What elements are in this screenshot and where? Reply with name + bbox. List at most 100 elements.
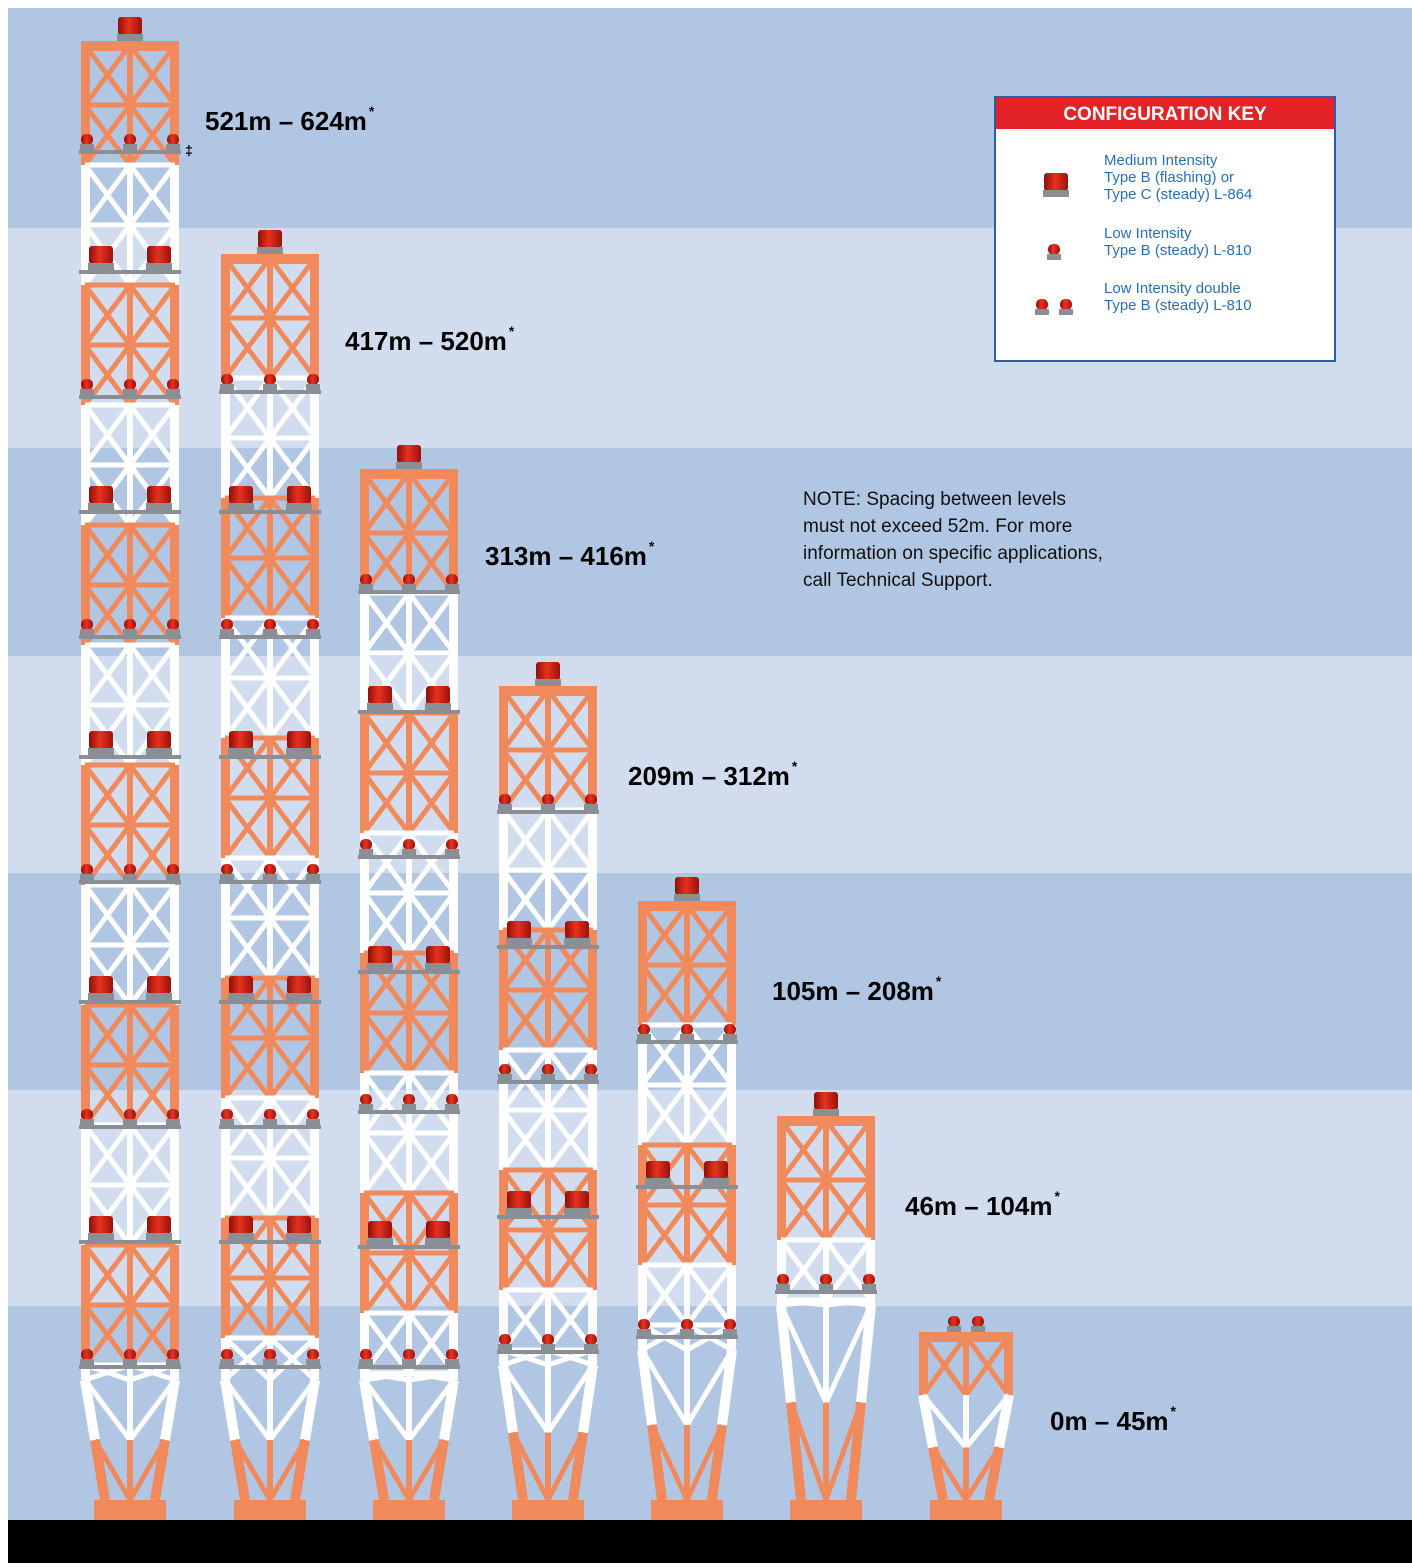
low-light [264,864,276,875]
leg [638,1145,647,1265]
platform [79,1365,181,1369]
top-cap [360,469,458,479]
light-base [88,1233,114,1240]
light-base [263,1359,277,1365]
light-base [146,993,172,1000]
page: 521m – 624m*‡417m – 520m*313m – 416m*209… [0,0,1412,1563]
key-text: Low Intensity [1104,225,1192,242]
light-base [535,679,561,686]
low-light [307,1109,319,1120]
leg [81,645,90,765]
medium-light [287,1216,311,1234]
medium-light [536,662,560,680]
light-base [88,993,114,1000]
footing [651,1500,723,1520]
footing [234,1500,306,1520]
light-base [306,1119,320,1125]
light-base [286,993,312,1000]
leg [823,1240,829,1305]
leg [127,1005,133,1125]
leg [866,1120,875,1240]
light-base [425,963,451,970]
leg [221,498,230,618]
base-post [684,1350,690,1425]
light-base [862,1284,876,1290]
leg [127,1125,133,1245]
leg [406,1073,412,1193]
low-light [820,1274,832,1285]
height-range: 521m – 624m [205,106,367,136]
light-base [220,874,234,880]
light-base [425,1238,451,1245]
light-base [359,584,373,590]
light-base [498,1074,512,1080]
light-base [367,1238,393,1245]
platform [636,1335,738,1339]
leg [127,405,133,525]
low-light [307,864,319,875]
light-base [166,1119,180,1125]
light-base [123,629,137,635]
platform [79,635,181,639]
base-post [823,1305,829,1403]
leg [360,1073,369,1193]
base-post [963,1448,969,1501]
medium-light [646,1161,670,1179]
dagger-mark: ‡ [185,142,193,158]
medium-light [287,976,311,994]
note-line: must not exceed 52m. For more [803,516,1072,537]
platform [497,810,599,814]
medium-light [675,877,699,895]
light-base [166,389,180,395]
leg [406,593,412,713]
platform [358,1110,460,1114]
light-base [680,1034,694,1040]
light-base [146,503,172,510]
medium-light [368,1221,392,1239]
light-base [286,1233,312,1240]
platform [358,1365,460,1369]
platform [219,1240,321,1244]
band [8,1090,1412,1306]
light-base [402,584,416,590]
platform [79,270,181,274]
leg [267,378,273,498]
base-post [545,1365,551,1433]
low-light [81,864,93,875]
light-base [359,1104,373,1110]
low-light [681,1024,693,1035]
light-base [263,874,277,880]
light-base [541,804,555,810]
base-post [127,1380,133,1440]
low-light [499,1334,511,1345]
low-light [124,864,136,875]
leg [406,713,412,833]
leg [81,1125,90,1245]
platform [79,395,181,399]
top-cap [919,1332,1013,1342]
medium-light [426,686,450,704]
leg [267,978,273,1098]
light-base [263,629,277,635]
medium-light [704,1161,728,1179]
platform [636,1040,738,1044]
footing [790,1500,862,1520]
footnote-mark: * [369,103,375,119]
footnote-mark: * [1054,1188,1060,1204]
light-base [1059,309,1073,315]
base-post [963,1395,969,1448]
height-range: 313m – 416m [485,541,647,571]
low-light [81,1349,93,1360]
footing [930,1500,1002,1520]
top-cap [499,686,597,696]
light-base [80,1359,94,1365]
low-light [638,1319,650,1330]
low-light [124,379,136,390]
footing [512,1500,584,1520]
medium-light [89,976,113,994]
low-light [167,379,179,390]
leg [360,593,369,713]
light-base [367,703,393,710]
footnote-mark: * [936,973,942,989]
leg [866,1240,875,1305]
